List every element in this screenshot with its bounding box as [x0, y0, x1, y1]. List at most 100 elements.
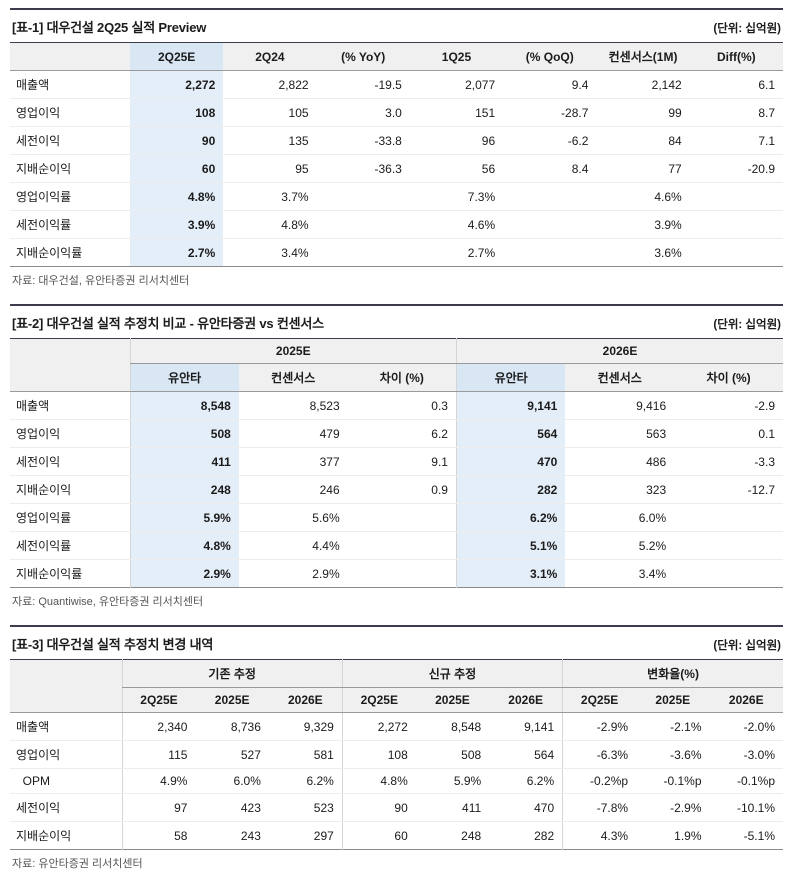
table-row: 영업이익률 5.9% 5.6% 6.2% 6.0%: [10, 503, 783, 532]
cell: 151: [409, 98, 504, 127]
table-row: 영업이익 115 527 581 108 508 564 -6.3% -3.6% -3.0%: [10, 740, 783, 769]
cell: 4.8%: [130, 182, 224, 211]
cell: -2.9: [674, 391, 783, 420]
table-section-3: [표-3] 대우건설 실적 추정치 변경 내역 (단위: 십억원) 기존 추정 신…: [10, 625, 783, 871]
cell: 2,142: [596, 70, 690, 99]
cell: [674, 560, 783, 588]
cell: 9.4: [503, 70, 597, 99]
data-table: 2025E 2026E 유안타 컨센서스 차이 (%) 유안타 컨센서스 차이 (%) 매출액 8…: [10, 338, 783, 588]
cell: [317, 239, 410, 267]
cell: -33.8: [316, 126, 410, 155]
cell: [674, 531, 783, 560]
column-group-header: 신규 추정: [341, 659, 563, 688]
cell: -3.6%: [636, 740, 710, 769]
cell: 2,340: [121, 712, 196, 741]
cell: 97: [121, 793, 196, 822]
cell: 96: [409, 126, 504, 155]
row-label: 매출액: [10, 391, 130, 420]
table-2-header: [표-2] 대우건설 실적 추정치 비교 - 유안타증권 vs 컨센서스 (단위…: [10, 304, 783, 338]
cell: 2.7%: [467, 245, 496, 260]
table-row: 영업이익률 4.8% 3.7% 7.3% 4.6%: [10, 182, 783, 211]
cell: 0.1: [674, 419, 783, 448]
cell: -28.7: [503, 98, 597, 127]
cell: 423: [195, 793, 269, 822]
table-1-unit: (단위: 십억원): [713, 23, 781, 35]
cell: -7.8%: [562, 793, 637, 822]
table-3-header: [표-3] 대우건설 실적 추정치 변경 내역 (단위: 십억원): [10, 625, 783, 659]
cell: 2.9%: [129, 559, 239, 588]
cell: 4.8%: [223, 210, 317, 239]
column-header: 2Q24: [223, 42, 317, 71]
table-row: 매출액 2,340 8,736 9,329 2,272 8,548 9,141 -2.9% -2…: [10, 712, 783, 741]
table-row: 지배순이익 58 243 297 60 248 282 4.3% 1.9% -5.1%: [10, 821, 783, 850]
cell: [503, 182, 597, 211]
cell: 8,736: [195, 712, 269, 741]
table-3-title: [표-3] 대우건설 실적 추정치 변경 내역: [12, 637, 214, 652]
table-2-source: 자료: Quantiwise, 유안타증권 리서치센터: [12, 596, 204, 608]
cell: -2.9%: [562, 712, 637, 741]
cell: 2.9%: [312, 566, 340, 581]
cell: 3.0: [316, 98, 410, 127]
cell: 479: [238, 419, 348, 448]
cell: 2.7%: [130, 238, 224, 267]
cell: 84: [596, 126, 690, 155]
cell: 105: [223, 98, 317, 127]
table-3-unit: (단위: 십억원): [713, 640, 781, 652]
table-row: 세전이익률 4.8% 4.4% 5.1% 5.2%: [10, 531, 783, 560]
cell: -2.1%: [636, 712, 710, 741]
cell: 470: [489, 793, 563, 822]
table-row: 지배순이익 60 95 -36.3 56 8.4 77 -20.9: [10, 154, 783, 183]
cell: 4.3%: [562, 821, 637, 850]
cell: -36.3: [316, 154, 410, 183]
cell: 564: [455, 419, 566, 448]
table-1-header: [표-1] 대우건설 2Q25 실적 Preview (단위: 십억원): [10, 8, 783, 42]
column-header: 유안타: [455, 363, 566, 392]
cell: [347, 531, 457, 560]
cell: -3.0%: [709, 740, 783, 769]
cell: -0.1%p: [636, 768, 710, 794]
cell: 4.8%: [341, 768, 416, 794]
cell: [316, 210, 410, 239]
table-row: 지배순이익률 2.9% 2.9% 3.1% 3.4%: [10, 559, 783, 588]
cell: 7.1: [689, 126, 783, 155]
cell: 5.2%: [565, 531, 675, 560]
cell: 60: [341, 821, 416, 850]
cell: [674, 503, 783, 532]
cell: [316, 182, 410, 211]
cell: 8,523: [238, 391, 348, 420]
row-label: 지배순이익: [10, 154, 130, 183]
cell: 6.0%: [565, 503, 675, 532]
cell: 3.9%: [130, 210, 224, 239]
table-row: 세전이익 411 377 9.1 470 486 -3.3: [10, 447, 783, 476]
column-header: 컨센서스: [565, 363, 675, 392]
cell: [689, 182, 783, 211]
cell: 6.1: [689, 70, 783, 99]
cell: 5.1%: [455, 531, 566, 560]
row-label: 지배순이익률: [16, 246, 83, 260]
cell: 248: [129, 475, 239, 504]
column-header: 2025E: [636, 687, 710, 713]
data-table: 기존 추정 신규 추정 변화율(%) 2Q25E 2025E 2026E 2Q25E 2025…: [10, 659, 783, 850]
cell: 508: [415, 740, 490, 769]
cell: 527: [195, 740, 269, 769]
row-label: 세전이익률: [10, 210, 130, 239]
row-label: 매출액: [10, 70, 130, 99]
table-row: OPM 4.9% 6.0% 6.2% 4.8% 5.9% 6.2% -0.2%p -0.1%p -…: [10, 768, 783, 794]
cell: 5.6%: [238, 503, 348, 532]
table-section-1: [표-1] 대우건설 2Q25 실적 Preview (단위: 십억원) 2Q2…: [10, 8, 783, 288]
cell: 2,272: [341, 712, 416, 741]
column-header: 컨센서스(1M): [596, 42, 690, 71]
cell: 5.9%: [129, 503, 239, 532]
cell: 6.0%: [195, 768, 269, 794]
cell: 486: [565, 447, 675, 476]
cell: 243: [240, 828, 261, 843]
column-header: 2025E: [415, 687, 490, 713]
row-label: 영업이익: [10, 419, 130, 448]
cell: 108: [130, 98, 224, 127]
cell: 3.7%: [223, 182, 317, 211]
column-header: 2Q25E: [562, 687, 637, 713]
table-2: 2025E 2026E 유안타 컨센서스 차이 (%) 유안타 컨센서스 차이 (%) 매출액 8…: [10, 338, 783, 588]
cell: 6.2%: [268, 768, 343, 794]
table-row: 지배순이익률 2.7% 3.4% 2.7% 3.6%: [10, 238, 783, 267]
cell: 1.9%: [674, 828, 702, 843]
